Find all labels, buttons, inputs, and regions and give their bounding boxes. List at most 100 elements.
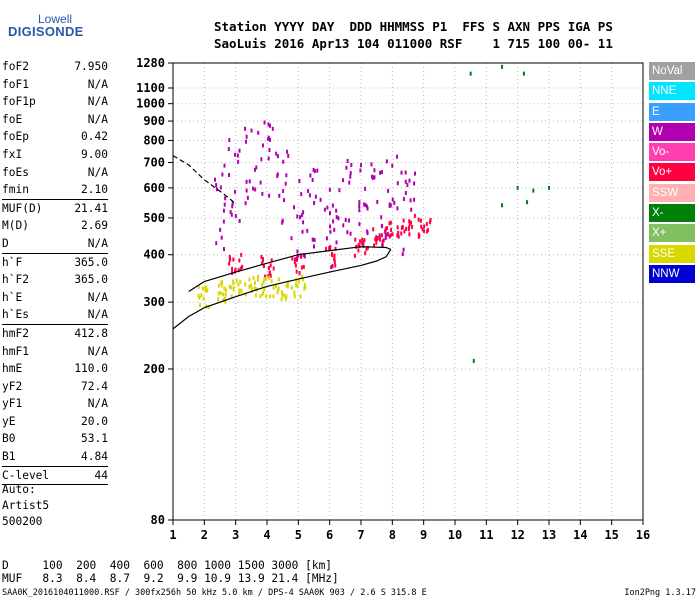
data-point [286, 280, 289, 285]
param-row: M(D) 2.69 [2, 217, 108, 235]
x-tick-label: 15 [604, 528, 618, 542]
data-point [384, 233, 387, 238]
data-point [414, 171, 417, 176]
data-point [263, 286, 266, 291]
data-point [342, 223, 345, 228]
x-tick-label: 1 [169, 528, 176, 542]
data-point [387, 188, 390, 193]
data-point [298, 178, 301, 183]
data-point [238, 148, 241, 153]
data-point [252, 275, 255, 280]
data-point [302, 264, 305, 269]
data-point [373, 168, 376, 173]
data-point [244, 282, 247, 287]
data-point [271, 126, 274, 131]
data-point [363, 238, 366, 243]
param-label: hmE [2, 362, 23, 376]
data-point [232, 257, 235, 262]
param-value: N/A [87, 95, 108, 109]
header-line-1: Station YYYY DAY DDD HHMMSS P1 FFS S AXN… [214, 19, 613, 34]
legend-item-e: E [649, 102, 695, 121]
param-value: 9.00 [81, 147, 108, 161]
param-value: N/A [87, 308, 108, 322]
data-point [204, 288, 207, 293]
data-point [293, 257, 296, 262]
data-point [295, 269, 298, 274]
x-tick-label: 8 [389, 528, 396, 542]
data-point [260, 157, 263, 162]
data-point [376, 199, 379, 204]
data-point [380, 170, 383, 175]
param-label: fmin [2, 183, 29, 197]
data-point [401, 224, 404, 229]
data-point [405, 226, 408, 231]
data-point [244, 292, 247, 297]
data-point [388, 234, 391, 239]
x-tick-label: 12 [510, 528, 524, 542]
data-point [332, 219, 335, 224]
data-point [261, 261, 264, 266]
data-point [229, 210, 232, 215]
data-point [270, 258, 273, 263]
data-point [270, 279, 273, 284]
param-label: yE [2, 414, 16, 428]
param-label: h`F [2, 255, 23, 269]
param-value: N/A [87, 397, 108, 411]
legend: NoVal NNE E W Vo- Vo+ SSW X- X+ SSE NNW [649, 62, 695, 285]
param-label: foF1 [2, 77, 29, 91]
data-point [215, 187, 218, 192]
param-label: foE [2, 112, 23, 126]
data-point [239, 266, 242, 271]
data-point [235, 278, 238, 283]
param-value: N/A [87, 344, 108, 358]
data-point [290, 236, 293, 241]
data-point [342, 178, 345, 183]
data-point [307, 189, 310, 194]
data-point [426, 228, 429, 233]
x-tick-label: 6 [326, 528, 333, 542]
data-point [244, 126, 247, 131]
data-point [228, 261, 231, 266]
param-row: B1 4.84 [2, 448, 108, 466]
data-point [240, 289, 243, 294]
x-tick-label: 7 [357, 528, 364, 542]
data-point [328, 246, 331, 251]
data-point [391, 232, 394, 237]
parameter-list: foF2 7.950 foF1 N/A foF1p N/A foE N/A foEp 0.42 fx… [2, 58, 108, 486]
data-point [329, 224, 332, 229]
data-point [335, 215, 338, 220]
legend-item-x: X- [649, 204, 695, 223]
data-point [420, 224, 423, 229]
data-point [404, 170, 407, 175]
data-point [219, 227, 222, 232]
data-point [228, 254, 231, 259]
data-point [204, 285, 207, 290]
data-point [316, 168, 319, 173]
data-point [262, 280, 265, 285]
data-point [259, 180, 262, 185]
data-point [255, 165, 258, 170]
data-point [223, 297, 226, 302]
data-point [408, 232, 411, 237]
data-point [245, 134, 248, 139]
data-point [220, 235, 223, 240]
data-point [230, 294, 233, 299]
data-point [287, 153, 290, 158]
data-point [403, 229, 406, 234]
data-point [359, 163, 362, 168]
param-row: D N/A [2, 235, 108, 253]
param-label: foEp [2, 130, 29, 144]
data-point [252, 186, 255, 191]
data-point [269, 137, 272, 142]
data-point [282, 159, 285, 164]
data-point [313, 169, 316, 174]
data-point [281, 218, 284, 223]
param-label: foEs [2, 165, 29, 179]
data-point [272, 266, 275, 271]
legend-item-w: W [649, 122, 695, 141]
data-point [222, 219, 225, 224]
data-point [417, 217, 420, 222]
param-row: foF1p N/A [2, 93, 108, 111]
data-point [239, 279, 242, 284]
data-point [260, 254, 263, 259]
